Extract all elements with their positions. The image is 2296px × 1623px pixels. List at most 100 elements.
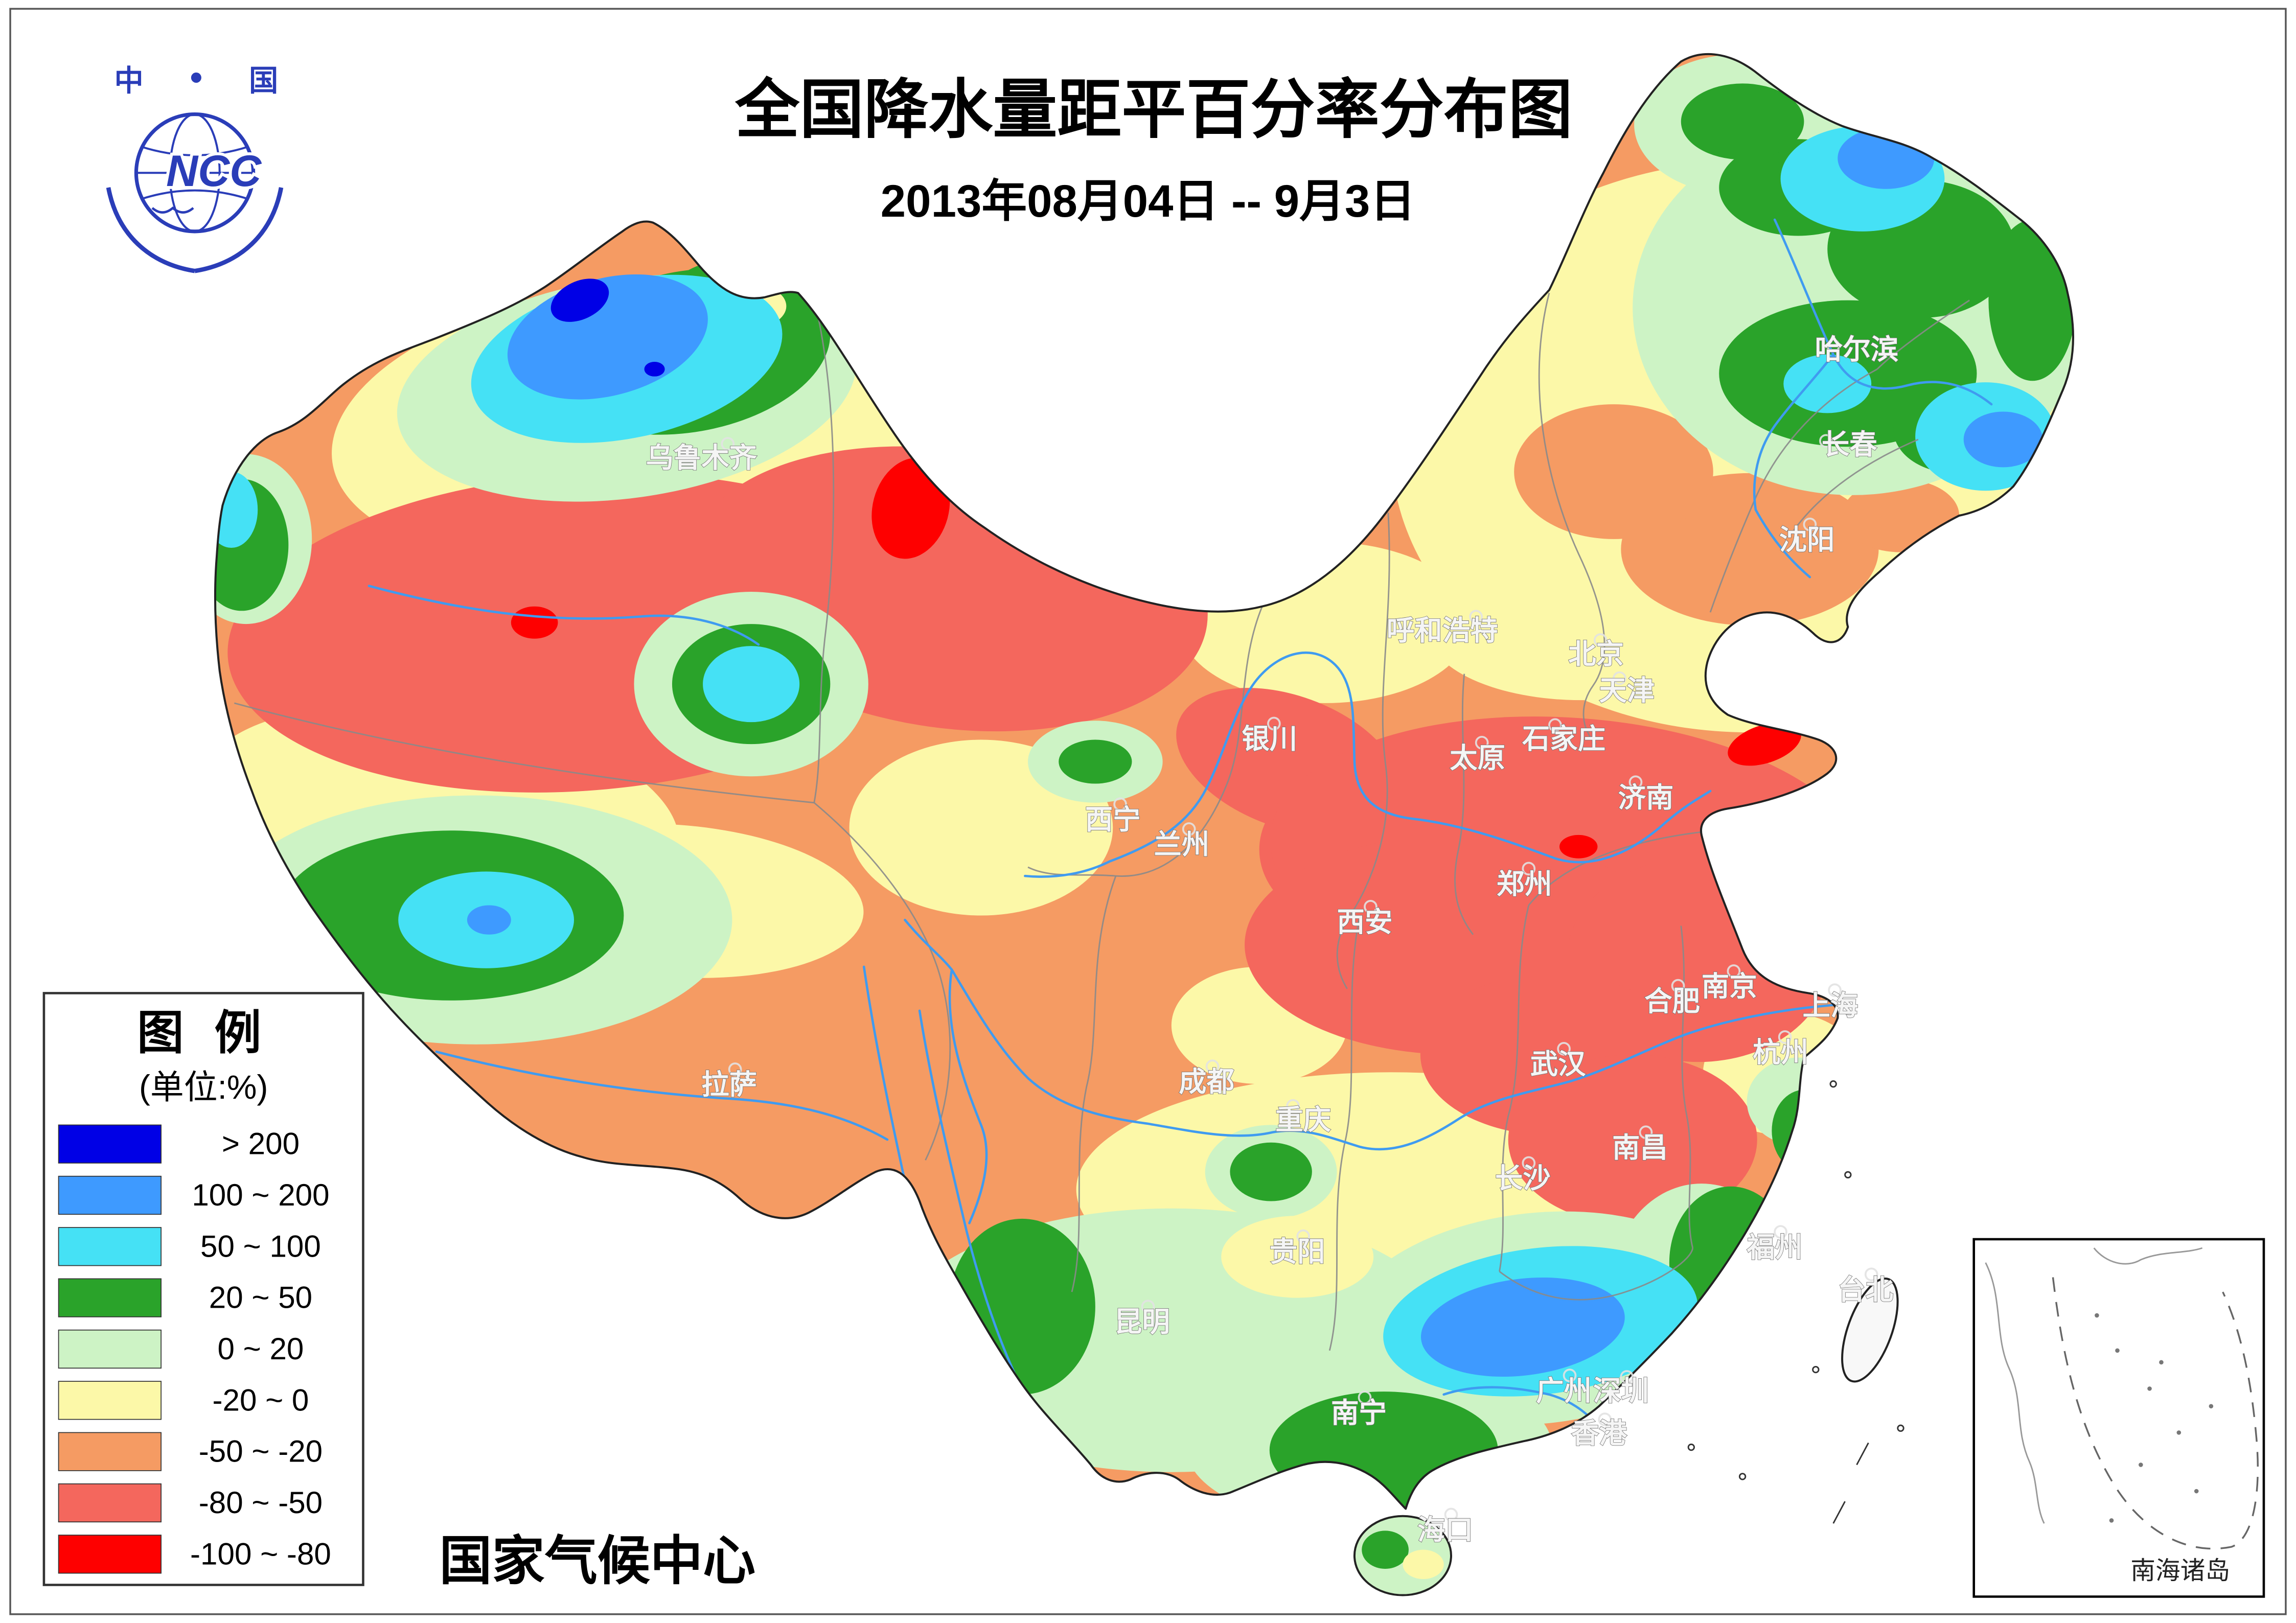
legend-item: > 200	[58, 1124, 300, 1164]
city-label: 哈尔滨	[1815, 334, 1898, 365]
city-hefei: 合肥	[1644, 979, 1701, 1017]
legend-swatch	[58, 1432, 162, 1471]
city-label: 银川	[1242, 724, 1297, 755]
city-label: 深圳	[1593, 1375, 1649, 1406]
legend-label: > 200	[222, 1127, 300, 1161]
city-taibei: 台北	[1838, 1267, 1894, 1306]
province-borders	[234, 292, 1970, 1351]
legend-swatch	[58, 1227, 162, 1266]
city-chongqing: 重庆	[1275, 1099, 1331, 1136]
city-huhehaote: 呼和浩特	[1386, 610, 1498, 646]
inset-coastline	[1985, 1247, 2203, 1524]
city-fuzhou: 福州	[1746, 1225, 1803, 1263]
city-label: 南宁	[1331, 1397, 1387, 1428]
legend-label: 20 ~ 50	[209, 1281, 312, 1315]
city-taiyuan: 太原	[1449, 735, 1506, 774]
city-wuhan: 武汉	[1530, 1042, 1587, 1080]
legend-swatch	[58, 1535, 162, 1574]
footer-agency: 国家气候中心	[439, 1532, 755, 1590]
city-label: 长沙	[1495, 1163, 1551, 1194]
inset-label: 南海诸岛	[2130, 1557, 2230, 1585]
city-zhengzhou: 郑州	[1496, 862, 1552, 900]
china-map-fill	[215, 54, 2073, 1509]
legend-unit: (单位:%)	[139, 1068, 268, 1106]
legend-item: 50 ~ 100	[58, 1227, 321, 1266]
city-xian: 西安	[1337, 899, 1393, 938]
city-label: 沈阳	[1779, 524, 1835, 555]
logo-wreath-icon	[106, 187, 284, 273]
inset-dash-line	[2052, 1277, 2259, 1550]
legend-swatch	[58, 1483, 162, 1523]
city-tianjin: 天津	[1599, 671, 1655, 707]
city-label: 广州	[1536, 1375, 1592, 1406]
city-label: 武汉	[1530, 1049, 1586, 1080]
legend-item: -80 ~ -50	[58, 1483, 323, 1523]
city-haikou: 海口	[1417, 1508, 1474, 1546]
city-wulumuqi: 乌鲁木齐	[646, 437, 757, 474]
city-shanghai: 上海	[1802, 983, 1858, 1022]
city-label: 天津	[1599, 675, 1655, 706]
legend-swatch	[58, 1124, 162, 1164]
city-changchun: 长春	[1819, 429, 1878, 460]
page-title: 全国降水量距平百分率分布图	[734, 74, 1573, 146]
city-label: 兰州	[1154, 829, 1209, 860]
legend: 图 例 (单位:%) > 200 100 ~ 200 50 ~ 100 20 ~…	[42, 992, 364, 1586]
city-label: 石家庄	[1522, 724, 1605, 755]
china-outline	[214, 53, 2074, 1510]
legend-label: -50 ~ -20	[199, 1434, 323, 1469]
city-hangzhou: 杭州	[1752, 1030, 1809, 1069]
region-blue	[467, 127, 2043, 1377]
city-guiyang: 贵阳	[1269, 1229, 1325, 1268]
city-label: 杭州	[1753, 1037, 1808, 1068]
ncc-logo: 中 国 NCC	[106, 65, 284, 273]
city-chengdu: 成都	[1178, 1059, 1235, 1098]
city-label: 福州	[1747, 1232, 1803, 1263]
city-beijing: 北京	[1568, 633, 1624, 670]
city-shenzhen: 深圳	[1593, 1370, 1649, 1407]
city-label: 乌鲁木齐	[646, 442, 757, 473]
rivers	[368, 218, 1993, 1425]
logo-country-right: 国	[249, 65, 278, 98]
logo-acronym: NCC	[166, 147, 262, 196]
city-lanzhou: 兰州	[1154, 822, 1210, 861]
city-nanning: 南宁	[1330, 1390, 1387, 1429]
city-kunming: 昆明	[1114, 1300, 1170, 1338]
legend-label: 100 ~ 200	[192, 1178, 329, 1212]
city-label: 北京	[1568, 638, 1624, 669]
logo-star-icon	[191, 72, 201, 83]
city-guangzhou: 广州	[1535, 1369, 1592, 1407]
legend-label: 50 ~ 100	[200, 1229, 321, 1263]
legend-item: 100 ~ 200	[58, 1175, 330, 1215]
offshore-islands	[1687, 1080, 1904, 1524]
inset-map: 南海诸岛	[1972, 1238, 2265, 1598]
legend-item: -100 ~ -80	[58, 1535, 331, 1574]
city-label: 南京	[1702, 971, 1757, 1002]
page-frame	[9, 8, 2287, 1615]
city-label: 郑州	[1497, 869, 1552, 900]
city-haerbin: 哈尔滨	[1815, 333, 1899, 365]
city-label: 西宁	[1085, 804, 1141, 835]
legend-label: -20 ~ 0	[212, 1383, 309, 1417]
city-nanchang: 南昌	[1612, 1125, 1668, 1164]
city-label: 合肥	[1644, 986, 1700, 1017]
logo-country-left: 中	[114, 65, 143, 98]
legend-label: 0 ~ 20	[217, 1332, 304, 1366]
legend-label: -100 ~ -80	[190, 1537, 331, 1571]
city-nanjing: 南京	[1701, 964, 1758, 1003]
city-label: 台北	[1838, 1274, 1893, 1306]
legend-item: -50 ~ -20	[58, 1432, 323, 1471]
inset-islands	[2095, 1313, 2214, 1523]
legend-label: -80 ~ -50	[199, 1486, 323, 1520]
globe-icon	[134, 112, 256, 234]
page-subtitle: 2013年08月04日 -- 9月3日	[881, 176, 1415, 226]
city-label: 呼和浩特	[1387, 615, 1498, 646]
city-label: 南昌	[1612, 1132, 1668, 1163]
city-xining: 西宁	[1085, 797, 1141, 836]
city-lasa: 拉萨	[701, 1062, 757, 1101]
city-jinan: 济南	[1618, 775, 1674, 814]
legend-title: 图 例	[137, 1007, 270, 1059]
city-label: 重庆	[1275, 1104, 1331, 1135]
region-dark-blue	[550, 279, 665, 377]
